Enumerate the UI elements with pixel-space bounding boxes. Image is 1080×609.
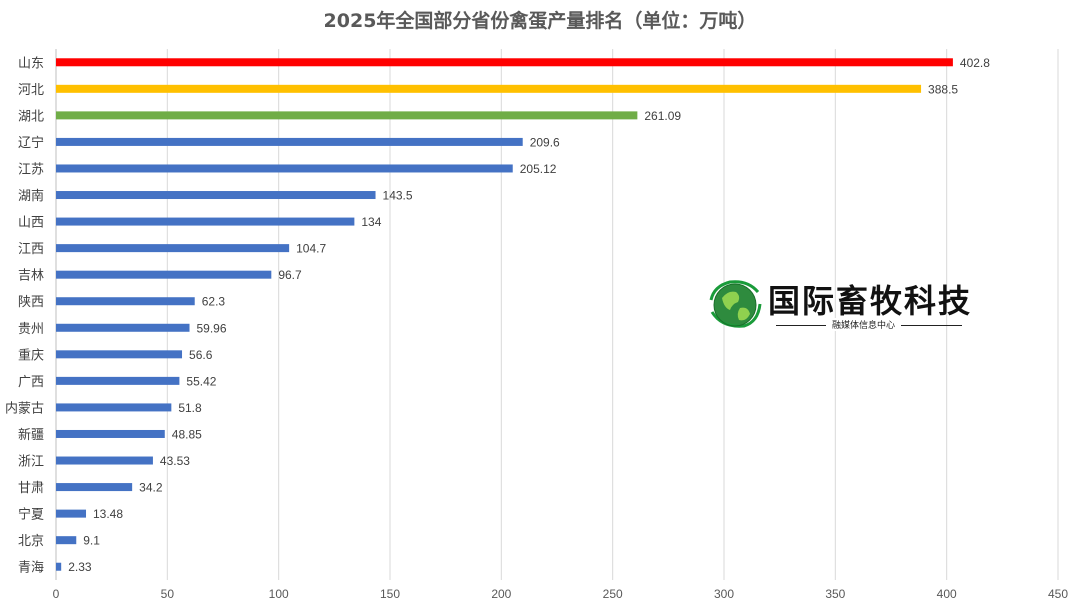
bar: [56, 376, 180, 385]
data-label: 13.48: [93, 507, 123, 521]
x-tick-label: 450: [1048, 587, 1068, 601]
category-label: 贵州: [18, 322, 44, 337]
data-label: 51.8: [178, 401, 202, 415]
chart-title: 2025年全国部分省份禽蛋产量排名（单位：万吨）: [323, 10, 757, 32]
category-label: 广西: [18, 375, 44, 390]
data-label: 62.3: [202, 295, 226, 309]
data-label: 2.33: [68, 560, 92, 574]
watermark-subtitle: 融媒体信息中心: [826, 318, 902, 331]
bar: [56, 111, 638, 120]
category-label: 江西: [18, 242, 44, 257]
category-label: 陕西: [18, 295, 44, 310]
data-label: 59.96: [197, 321, 227, 335]
bar: [56, 536, 77, 545]
bar: [56, 84, 922, 93]
category-label: 青海: [18, 561, 44, 576]
bar: [56, 191, 376, 200]
category-label: 吉林: [18, 269, 44, 284]
data-label: 205.12: [520, 162, 557, 176]
category-labels: 山东河北湖北辽宁江苏湖南山西江西吉林陕西贵州重庆广西内蒙古新疆浙江甘肃宁夏北京青…: [5, 56, 44, 575]
category-label: 山西: [18, 216, 44, 231]
bar: [56, 297, 195, 306]
bar: [56, 244, 290, 253]
category-label: 江苏: [18, 161, 44, 177]
bar: [56, 137, 523, 146]
category-label: 浙江: [18, 455, 44, 470]
x-tick-label: 100: [269, 587, 289, 601]
category-label: 湖北: [18, 109, 44, 124]
data-label: 48.85: [172, 427, 202, 441]
watermark-logo: 国际畜牧科技 融媒体信息中心: [708, 276, 978, 336]
bar: [56, 164, 513, 173]
data-label: 388.5: [928, 82, 958, 96]
globe-icon: [709, 280, 762, 328]
data-label: 34.2: [139, 481, 163, 495]
x-tick-label: 300: [714, 587, 734, 601]
bars: [56, 58, 953, 571]
category-label: 内蒙古: [5, 400, 44, 416]
x-tick-labels: 0 50 100 150 200 250 300 350 400 450: [53, 587, 1069, 601]
x-tick-label: 50: [161, 587, 175, 601]
category-label: 湖南: [18, 188, 44, 204]
bar: [56, 562, 62, 571]
gridlines: [55, 49, 1059, 580]
category-label: 重庆: [18, 347, 44, 363]
data-label: 55.42: [186, 374, 216, 388]
bar: [56, 403, 172, 412]
x-tick-label: 250: [603, 587, 623, 601]
data-label: 56.6: [189, 348, 213, 362]
category-label: 北京: [18, 534, 44, 549]
data-label: 143.5: [383, 189, 413, 203]
data-label: 402.8: [960, 56, 990, 70]
category-label: 河北: [18, 83, 44, 98]
data-label: 9.1: [83, 534, 100, 548]
category-label: 山东: [18, 56, 44, 71]
data-label: 134: [361, 215, 381, 229]
bar: [56, 429, 165, 438]
bar: [56, 483, 133, 492]
bar: [56, 58, 953, 67]
x-tick-label: 150: [380, 587, 400, 601]
data-label: 43.53: [160, 454, 190, 468]
category-label: 新疆: [18, 427, 44, 443]
watermark-title: 国际畜牧科技: [768, 282, 973, 320]
category-label: 辽宁: [18, 135, 44, 151]
data-label: 96.7: [278, 268, 302, 282]
x-tick-label: 350: [825, 587, 845, 601]
x-tick-label: 0: [53, 587, 60, 601]
bar: [56, 456, 153, 465]
data-label: 209.6: [530, 135, 560, 149]
x-tick-label: 200: [491, 587, 511, 601]
data-label: 261.09: [644, 109, 681, 123]
bar: [56, 217, 355, 226]
bar: [56, 509, 87, 518]
category-label: 甘肃: [18, 481, 44, 496]
x-tick-label: 400: [937, 587, 957, 601]
bar: [56, 350, 183, 359]
bar: [56, 270, 272, 279]
category-label: 宁夏: [18, 507, 44, 523]
bar: [56, 323, 190, 332]
data-label: 104.7: [296, 242, 326, 256]
